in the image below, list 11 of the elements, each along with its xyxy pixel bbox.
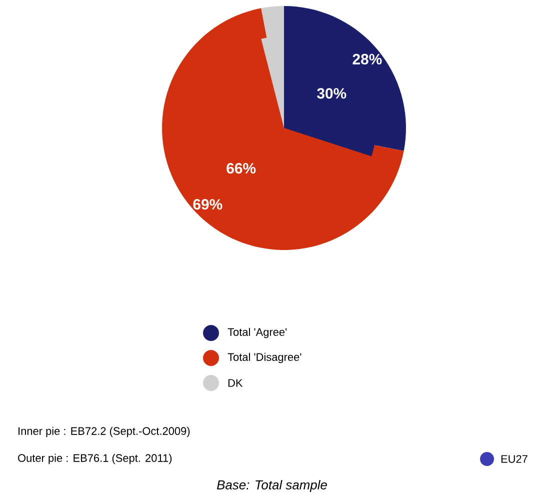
text: EU27 [501,455,528,463]
text: Outer pie : EB76.1 (Sept. 2011) [18,454,172,464]
data-label: 69% [193,199,222,210]
text: Base: Total sample [216,480,327,492]
legend-label: Total 'Agree' [228,328,287,338]
legend-label: DK [228,379,243,387]
data-label: 30% [317,88,346,99]
data-label: 28% [352,54,382,64]
data-label: 66% [226,163,256,174]
text: Inner pie : EB72.2 (Sept.-Oct.2009) [18,426,190,438]
legend-label: Total 'Disagree' [228,352,302,364]
